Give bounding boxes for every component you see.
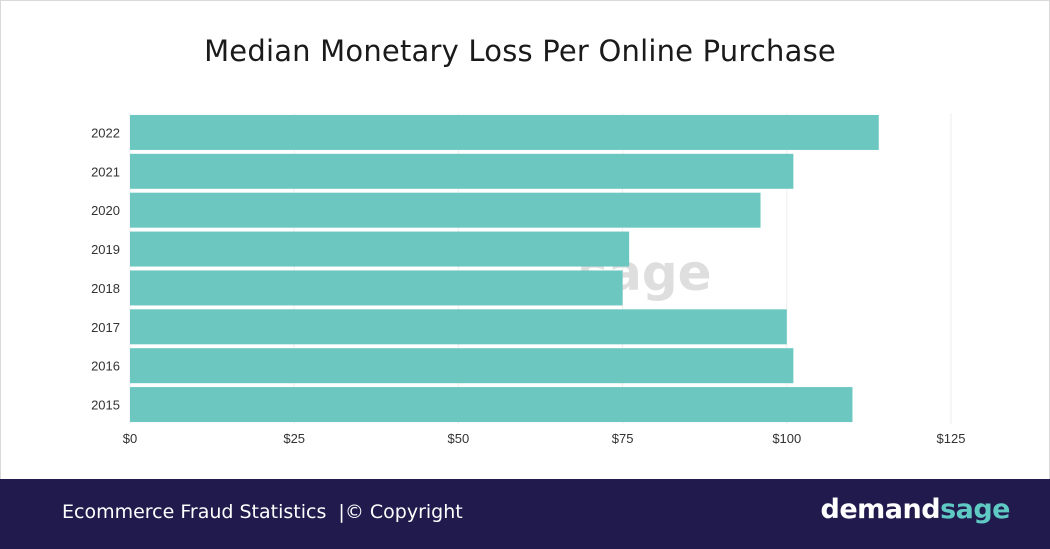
bar-2016: [130, 348, 794, 384]
y-tick-label: 2022: [91, 125, 120, 140]
bar-2017: [130, 309, 787, 345]
y-tick-label: 2020: [91, 203, 120, 218]
x-axis-ticks: $0 $25 $50 $75 $100 $125: [123, 431, 966, 446]
y-tick-label: 2021: [91, 164, 120, 179]
brand-logo-sage: sage: [940, 494, 1010, 525]
y-tick-label: 2018: [91, 281, 120, 296]
bars: [130, 114, 879, 423]
y-tick-label: 2019: [91, 242, 120, 257]
bar-2021: [130, 153, 794, 189]
footer-caption: Ecommerce Fraud Statistics |© Copyright: [62, 501, 463, 523]
x-tick-label: $50: [448, 431, 470, 446]
x-tick-label: $0: [123, 431, 137, 446]
y-axis-labels: 2022 2021 2020 2019 2018 2017 2016 2015: [91, 125, 120, 412]
bar-2022: [130, 114, 879, 150]
bar-2020: [130, 192, 761, 228]
bar-2015: [130, 387, 853, 423]
y-tick-label: 2017: [91, 320, 120, 335]
x-tick-label: $25: [283, 431, 305, 446]
x-tick-label: $75: [612, 431, 634, 446]
bar-2018: [130, 270, 623, 306]
x-tick-label: $100: [772, 431, 801, 446]
chart-title: Median Monetary Loss Per Online Purchase: [204, 34, 836, 68]
y-tick-label: 2016: [91, 359, 120, 374]
brand-logo-demand: demand: [820, 494, 941, 525]
brand-logo: demandsage: [820, 494, 1011, 525]
y-tick-label: 2015: [91, 398, 120, 413]
x-tick-label: $125: [937, 431, 966, 446]
bar-2019: [130, 231, 630, 267]
footer-bar: Ecommerce Fraud Statistics |© Copyright …: [0, 479, 1050, 549]
